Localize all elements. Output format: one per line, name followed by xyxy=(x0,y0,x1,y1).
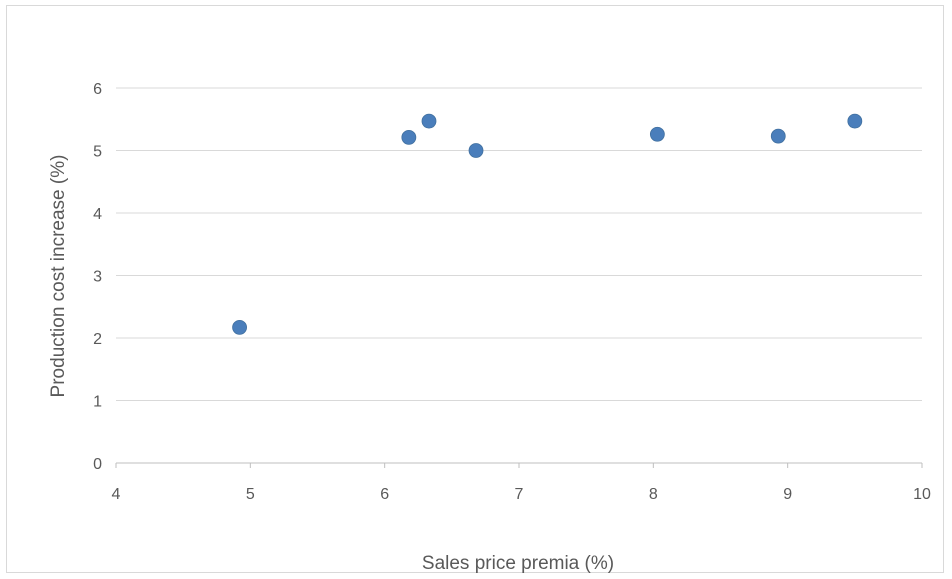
data-point xyxy=(232,319,247,335)
x-tick-label: 7 xyxy=(515,486,524,503)
y-tick-label: 6 xyxy=(93,81,102,98)
y-tick-label: 2 xyxy=(93,331,102,348)
x-axis-title: Sales price premia (%) xyxy=(422,553,614,574)
y-tick-label: 3 xyxy=(93,269,102,286)
data-point xyxy=(401,129,417,145)
y-tick-label: 4 xyxy=(93,206,102,223)
axes xyxy=(115,462,923,468)
x-tick-label: 5 xyxy=(246,486,255,503)
y-tick-label: 5 xyxy=(93,144,102,161)
x-tick-label: 9 xyxy=(783,486,792,503)
chart-frame xyxy=(6,5,944,573)
x-tick-label: 4 xyxy=(112,486,121,503)
x-tick-label: 8 xyxy=(649,486,658,503)
data-point xyxy=(770,128,786,144)
gridlines xyxy=(116,87,922,401)
data-point xyxy=(649,126,665,142)
data-point xyxy=(421,113,437,129)
y-tick-label: 0 xyxy=(93,456,102,473)
x-tick-label: 10 xyxy=(913,486,931,503)
x-tick-label: 6 xyxy=(380,486,389,503)
data-point xyxy=(847,113,863,129)
y-axis-title: Production cost increase (%) xyxy=(48,155,69,398)
data-point xyxy=(468,143,484,158)
x-tick-labels: 4 5 6 7 8 9 10 xyxy=(112,486,931,503)
data-points xyxy=(232,113,863,335)
y-tick-label: 1 xyxy=(93,394,102,411)
y-tick-labels: 0 1 2 3 4 5 6 xyxy=(93,81,102,473)
